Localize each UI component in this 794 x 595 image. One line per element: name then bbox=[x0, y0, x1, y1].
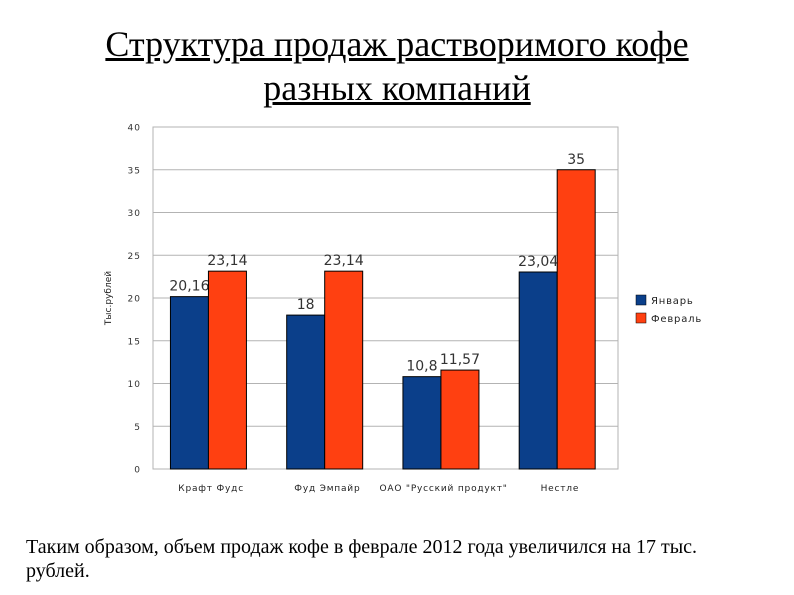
bar bbox=[286, 314, 326, 470]
data-label: 23,14 bbox=[324, 253, 364, 269]
slide-title: Структура продаж растворимого кофе разны… bbox=[20, 22, 774, 110]
bar bbox=[402, 376, 442, 470]
data-label: 10,8 bbox=[406, 359, 437, 375]
bar bbox=[556, 169, 596, 470]
y-tick-label: 40 bbox=[128, 124, 141, 134]
caption-text: Таким образом, объем продаж кофе в февра… bbox=[26, 536, 698, 582]
slide-title-line-1: Структура продаж растворимого кофе bbox=[105, 24, 689, 64]
bar-chart: 0 5 10 15 20 25 30 35 40 Тыс.рублей 20,16 23,14 Краф… bbox=[104, 124, 702, 495]
bar bbox=[518, 271, 558, 470]
data-label: 20,16 bbox=[169, 279, 209, 295]
plot-border bbox=[152, 126, 619, 470]
y-tick-label: 25 bbox=[128, 252, 141, 262]
legend-swatch bbox=[635, 294, 647, 306]
y-axis-title: Тыс.рублей bbox=[104, 271, 114, 326]
bar bbox=[169, 296, 209, 470]
x-tick-label: Нестле bbox=[541, 484, 580, 494]
legend-label: Январь bbox=[651, 296, 694, 307]
y-tick-label: 15 bbox=[128, 337, 141, 347]
bar bbox=[440, 369, 480, 470]
y-tick-label: 35 bbox=[128, 166, 141, 176]
data-label: 35 bbox=[567, 152, 585, 168]
x-tick-label: Крафт Фудс bbox=[178, 484, 244, 494]
bar bbox=[207, 270, 247, 470]
slide-title-line-2: разных компаний bbox=[263, 68, 531, 108]
bar bbox=[324, 270, 364, 470]
legend-label: Февраль bbox=[651, 314, 702, 325]
data-label: 23,14 bbox=[207, 253, 247, 269]
data-label: 23,04 bbox=[518, 254, 558, 270]
x-tick-label: ОАО "Русский продукт" bbox=[380, 484, 508, 494]
x-tick-label: Фуд Эмпайр bbox=[294, 484, 360, 494]
y-tick-label: 10 bbox=[128, 380, 141, 390]
y-tick-label: 0 bbox=[134, 466, 141, 476]
y-tick-label: 20 bbox=[128, 295, 141, 305]
data-label: 18 bbox=[297, 297, 315, 313]
y-tick-label: 30 bbox=[128, 209, 141, 219]
data-label: 11,57 bbox=[440, 352, 480, 368]
legend-swatch bbox=[635, 312, 647, 324]
y-tick-label: 5 bbox=[134, 423, 141, 433]
